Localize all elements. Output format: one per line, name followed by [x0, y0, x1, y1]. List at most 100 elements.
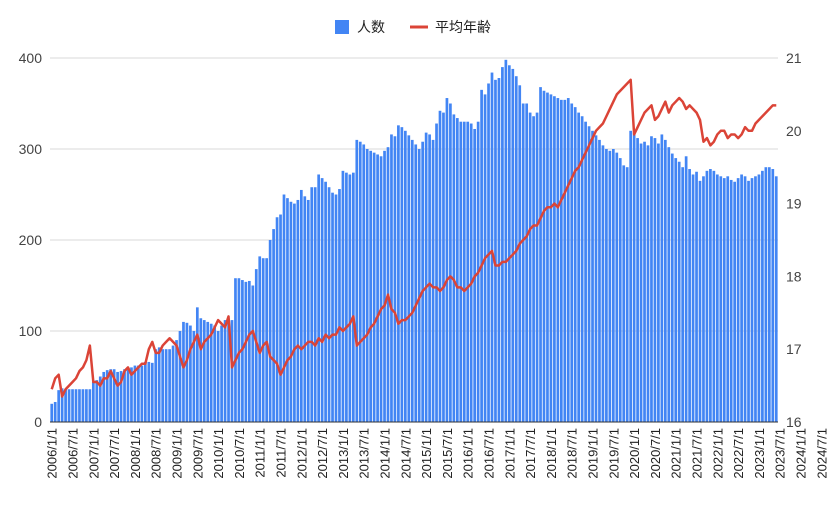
bar	[237, 278, 241, 422]
bar	[643, 141, 646, 422]
bar	[341, 170, 345, 422]
bar	[289, 201, 293, 422]
bar	[157, 347, 161, 422]
bar	[365, 149, 369, 422]
bar	[119, 371, 123, 422]
bar	[591, 130, 594, 423]
bar	[154, 349, 158, 422]
bar	[306, 199, 310, 422]
bar	[81, 389, 85, 422]
right-y-tick-label: 16	[786, 414, 802, 430]
x-tick-label: 2022/7/1	[731, 428, 746, 479]
bar	[625, 167, 629, 422]
bar	[192, 331, 196, 422]
bar	[601, 145, 605, 423]
bar	[487, 83, 490, 422]
bar	[67, 389, 71, 422]
bar	[275, 217, 279, 422]
bar	[393, 136, 397, 422]
bar	[462, 121, 466, 422]
legend-swatch-count	[335, 20, 349, 34]
bar	[518, 85, 522, 423]
right-y-tick-label: 20	[786, 123, 802, 139]
right-y-tick-label: 19	[786, 196, 802, 212]
x-tick-label: 2015/1/1	[419, 428, 434, 479]
bar	[480, 89, 483, 422]
bar	[331, 192, 334, 422]
x-tick-label: 2012/1/1	[294, 428, 309, 479]
bar	[216, 331, 220, 422]
bar	[563, 99, 567, 423]
bar	[324, 181, 327, 422]
bar	[698, 180, 702, 422]
bar	[511, 68, 515, 423]
x-tick-label: 2018/1/1	[544, 428, 559, 479]
bar	[417, 149, 421, 422]
bar	[369, 150, 373, 422]
bar	[629, 130, 633, 423]
bar	[78, 389, 81, 422]
bar	[410, 139, 414, 422]
bar	[272, 229, 275, 422]
bar	[105, 370, 109, 422]
x-tick-label: 2019/1/1	[586, 428, 601, 479]
bar	[279, 214, 282, 422]
bar	[428, 134, 431, 422]
bar	[310, 187, 314, 422]
x-tick-label: 2021/7/1	[690, 428, 705, 479]
bar	[556, 98, 560, 422]
bar	[109, 369, 113, 422]
bar	[303, 196, 307, 422]
bar	[677, 161, 681, 423]
bar	[397, 125, 400, 422]
bar	[504, 59, 508, 422]
bar	[296, 199, 300, 422]
bar	[206, 321, 210, 422]
bar	[293, 203, 296, 422]
bar	[570, 103, 574, 422]
bar	[251, 285, 255, 422]
right-y-tick-label: 17	[786, 341, 802, 357]
bar	[57, 390, 61, 422]
x-tick-label: 2020/1/1	[627, 428, 642, 479]
bar	[372, 152, 376, 422]
bar	[764, 167, 768, 422]
bar	[147, 361, 151, 422]
bar	[535, 112, 539, 422]
bar	[774, 176, 778, 422]
bar-series	[50, 59, 778, 423]
x-tick-label: 2009/1/1	[170, 428, 185, 479]
bar	[126, 369, 130, 422]
legend-label-count: 人数	[357, 19, 385, 35]
bar	[258, 256, 262, 422]
bar	[247, 280, 251, 422]
right-y-tick-label: 21	[786, 50, 802, 66]
bar	[528, 112, 532, 422]
x-tick-label: 2013/7/1	[357, 428, 372, 479]
bar	[757, 174, 761, 422]
left-y-tick-label: 200	[19, 232, 43, 248]
bar	[424, 132, 428, 422]
bar	[525, 103, 529, 422]
bar	[195, 307, 199, 422]
bar	[64, 389, 67, 422]
bar	[261, 258, 265, 422]
x-tick-label: 2021/1/1	[669, 428, 684, 479]
bar	[767, 167, 771, 422]
bar	[497, 78, 501, 423]
bar	[241, 280, 244, 422]
bar	[161, 349, 165, 422]
bar	[421, 141, 425, 422]
bar	[605, 149, 608, 422]
bar	[143, 361, 147, 422]
bar	[112, 369, 116, 422]
bar	[414, 144, 418, 422]
x-tick-label: 2017/1/1	[502, 428, 517, 479]
bar	[566, 98, 570, 422]
bar	[594, 135, 598, 422]
bar	[435, 123, 438, 423]
x-tick-label: 2007/1/1	[86, 428, 101, 479]
bar	[189, 325, 192, 422]
bar	[455, 118, 459, 422]
bar	[140, 365, 144, 422]
